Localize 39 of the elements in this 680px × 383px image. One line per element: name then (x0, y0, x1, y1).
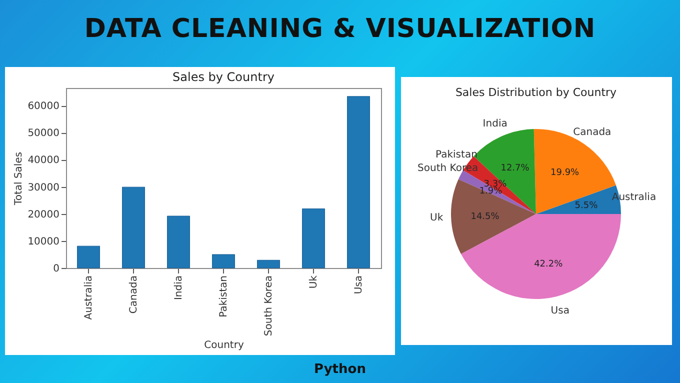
y-tick-label: 0 (53, 264, 60, 274)
pie-slice (458, 170, 536, 214)
text: DATA CLEANING & VISUALIZATION (83, 14, 597, 44)
slice-label: Canada (573, 126, 612, 138)
pie-slice (451, 179, 536, 254)
bar (347, 96, 370, 268)
y-tick-label: 40000 (28, 155, 60, 166)
slice-label: Uk (430, 212, 444, 224)
x-tick-label: Uk (308, 275, 320, 289)
x-axis-title: Country (204, 340, 244, 352)
slice-label: India (482, 118, 508, 130)
data-label: 14.5% (470, 212, 500, 222)
y-tick-label: 60000 (28, 101, 60, 112)
x-tick-label: Usa (354, 276, 364, 294)
y-tick-label: 50000 (28, 128, 60, 140)
chart-title: Sales Distribution by Country (455, 86, 618, 99)
data-label: 12.7% (500, 164, 530, 174)
chart-title: Sales by Country (172, 70, 274, 84)
pie-slice (461, 214, 621, 299)
x-tick-label: Australia (84, 276, 94, 320)
data-label: 42.2% (534, 259, 564, 270)
y-axis-title: Total Sales (14, 152, 25, 206)
bar (122, 186, 145, 268)
bar (257, 260, 280, 268)
bar (212, 254, 235, 268)
y-tick-label: 20000 (28, 209, 60, 220)
y-tick-label: 10000 (28, 236, 60, 248)
slice-label: South Korea (418, 163, 478, 174)
bar (302, 208, 325, 268)
text: Python (313, 362, 367, 377)
bar (77, 246, 100, 268)
bar (167, 216, 190, 268)
x-tick-label: Canada (128, 276, 140, 314)
data-label: 19.9% (550, 168, 580, 178)
y-tick-label: 30000 (28, 182, 60, 194)
x-tick-label: Pakistan (218, 276, 230, 318)
data-label: 5.5% (574, 201, 598, 212)
x-tick-label: India (174, 276, 184, 300)
x-tick-label: South Korea (264, 276, 274, 336)
